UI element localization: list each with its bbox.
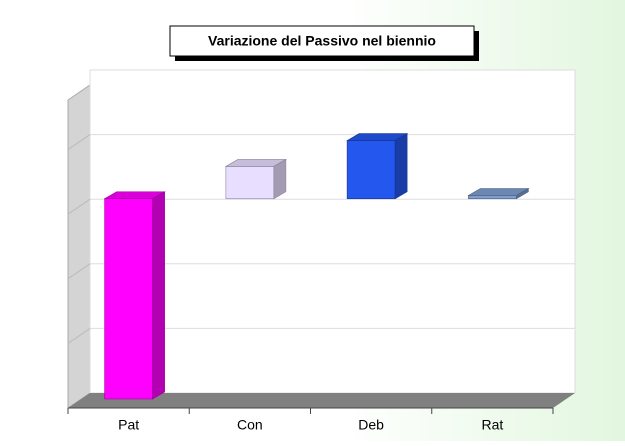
back-wall (89, 69, 576, 394)
grid-line-side (67, 198, 91, 215)
bar (346, 140, 396, 200)
x-tick-label: Con (237, 417, 263, 433)
bar (225, 166, 275, 200)
x-tick-label: Pat (118, 417, 139, 433)
bar (104, 198, 153, 400)
chart-title: Variazione del Passivo nel biennio (208, 33, 436, 49)
bar (468, 195, 517, 200)
bar-side (516, 187, 529, 200)
bar-side (273, 158, 287, 200)
bar-side (394, 133, 408, 200)
x-tick-label: Rat (481, 417, 503, 433)
bar-side (152, 191, 165, 400)
grid-line-side (67, 134, 91, 151)
side-wall (67, 84, 91, 409)
grid-line-side (67, 327, 91, 344)
x-tick-label: Deb (358, 417, 384, 433)
grid-line-side (67, 263, 91, 280)
floor (68, 393, 575, 408)
title-box (169, 25, 475, 57)
